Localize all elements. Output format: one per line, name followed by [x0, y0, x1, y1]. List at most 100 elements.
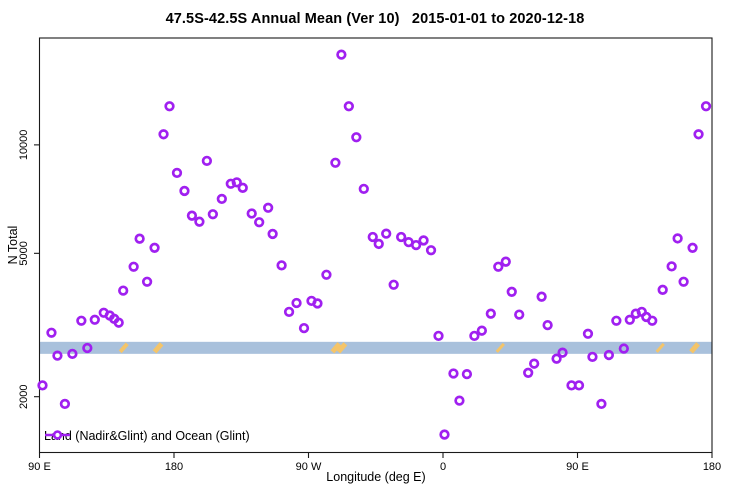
data-point	[485, 308, 496, 319]
data-point	[611, 315, 622, 326]
x-tick-label: 90 W	[296, 461, 322, 473]
data-point	[276, 260, 287, 271]
data-point	[179, 185, 190, 197]
data-point	[678, 276, 689, 287]
data-point	[618, 343, 629, 354]
legend: Land (Nadir&Glint) and Ocean (Glint)	[44, 429, 250, 443]
data-point	[506, 286, 517, 297]
chart-title: 47.5S-42.5S Annual Mean (Ver 10) 2015-01…	[165, 11, 585, 27]
data-point	[194, 216, 205, 227]
data-point	[551, 353, 562, 364]
x-tick-label: 90 E	[566, 461, 589, 473]
data-point	[542, 319, 553, 331]
plot-border	[38, 37, 713, 454]
data-point	[207, 209, 219, 220]
data-point	[186, 210, 198, 221]
data-point	[267, 228, 278, 240]
data-point	[410, 239, 422, 251]
x-tick-label: 0	[440, 461, 446, 473]
band-slash	[495, 342, 505, 353]
data-point	[321, 269, 332, 280]
data-point	[425, 245, 437, 256]
data-point	[246, 208, 257, 219]
data-point	[46, 327, 57, 338]
data-point	[298, 322, 310, 334]
data-point	[37, 380, 48, 391]
data-point	[76, 315, 87, 326]
legend-marker-icon	[45, 430, 70, 440]
data-point	[596, 398, 607, 410]
data-point	[493, 261, 504, 272]
data-point	[343, 101, 355, 112]
data-point	[587, 351, 598, 363]
data-point	[647, 315, 658, 326]
x-tick-label: 90 E	[28, 461, 51, 473]
data-point	[141, 276, 153, 287]
data-point	[388, 279, 399, 290]
data-point	[700, 101, 712, 112]
data-point	[113, 317, 124, 328]
data-point	[336, 49, 347, 60]
data-point	[381, 228, 392, 239]
data-point	[82, 342, 93, 354]
data-point	[231, 177, 242, 188]
y-axis-label: N Total	[6, 225, 20, 265]
data-point	[536, 291, 547, 302]
band-slash	[330, 342, 342, 354]
band-slash	[655, 342, 665, 353]
data-point	[201, 155, 213, 166]
data-point	[557, 347, 568, 358]
data-point	[529, 358, 540, 369]
data-point	[254, 217, 265, 228]
data-point	[603, 349, 615, 361]
data-point	[134, 233, 145, 244]
data-point	[149, 242, 160, 253]
data-point	[367, 231, 378, 243]
y-tick-label: 10000	[18, 130, 30, 161]
data-point	[67, 348, 78, 359]
data-point	[283, 306, 295, 317]
x-tick-label: 180	[165, 461, 183, 473]
data-point	[216, 193, 227, 205]
data-point	[351, 132, 362, 143]
data-point	[500, 256, 511, 267]
legend-label: Land (Nadir&Glint) and Ocean (Glint)	[44, 429, 250, 443]
data-point	[573, 380, 585, 391]
data-point	[118, 285, 129, 296]
data-point	[433, 330, 444, 342]
data-point	[291, 297, 302, 309]
data-point	[89, 314, 100, 325]
data-point	[52, 350, 63, 361]
band-slash	[336, 342, 348, 354]
data-point	[396, 231, 407, 243]
band-slash	[152, 342, 164, 354]
data-point	[373, 238, 384, 250]
reference-band	[39, 341, 712, 354]
data-point	[624, 314, 635, 325]
data-point	[461, 368, 473, 380]
data-point	[164, 101, 175, 112]
data-point	[128, 261, 139, 272]
data-point	[476, 325, 488, 336]
data-point	[454, 395, 465, 406]
data-point	[330, 157, 341, 168]
data-point	[582, 328, 594, 339]
data-point	[418, 235, 429, 246]
data-point	[448, 368, 459, 379]
x-tick-label: 180	[703, 461, 721, 473]
data-point	[358, 183, 369, 195]
data-point	[263, 202, 274, 213]
data-point	[171, 167, 183, 179]
data-point	[439, 429, 450, 440]
data-point	[158, 129, 169, 140]
y-tick-label: 2000	[18, 384, 30, 408]
data-point	[59, 398, 71, 410]
data-point	[312, 298, 323, 309]
x-axis-label: Longitude (deg E)	[326, 470, 426, 484]
data-point	[672, 233, 683, 244]
data-point	[523, 367, 534, 378]
data-point	[469, 330, 480, 342]
data-point	[657, 284, 668, 295]
